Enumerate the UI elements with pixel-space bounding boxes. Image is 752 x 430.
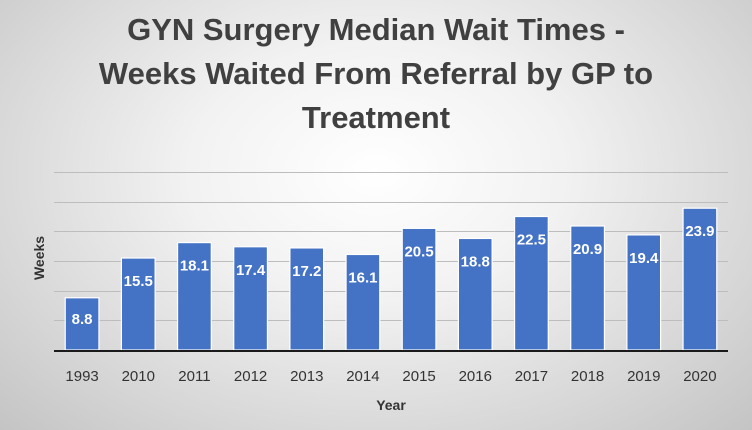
chart-title: GYN Surgery Median Wait Times - Weeks Wa… <box>0 8 752 140</box>
x-tick-2013: 2013 <box>290 368 323 385</box>
bar-2010 <box>120 257 156 351</box>
data-label-2013: 17.2 <box>292 263 321 280</box>
chart-title-line-2: Weeks Waited From Referral by GP to <box>98 56 654 91</box>
data-label-2020: 23.9 <box>685 223 714 240</box>
bar-2017 <box>513 215 549 351</box>
bars <box>64 207 718 351</box>
bar-2011 <box>176 242 212 351</box>
x-tick-2014: 2014 <box>346 368 379 385</box>
x-axis-title: Year <box>376 397 406 413</box>
bar-2020 <box>682 207 718 351</box>
data-label-2017: 22.5 <box>517 232 546 249</box>
x-tick-2010: 2010 <box>122 368 155 385</box>
bar-2013 <box>289 247 325 351</box>
x-tick-2016: 2016 <box>459 368 492 385</box>
x-tick-1993: 1993 <box>65 368 98 385</box>
bar-2018 <box>570 225 606 351</box>
chart-title-line-1: GYN Surgery Median Wait Times - <box>127 12 625 47</box>
x-tick-2020: 2020 <box>683 368 716 385</box>
data-label-2014: 16.1 <box>348 269 377 286</box>
x-tick-2019: 2019 <box>627 368 660 385</box>
data-label-2011: 18.1 <box>180 258 209 275</box>
gridlines <box>54 172 728 321</box>
data-label-2015: 20.5 <box>404 243 433 260</box>
data-label-1993: 8.8 <box>72 311 93 328</box>
bar-1993 <box>64 297 100 351</box>
data-label-2010: 15.5 <box>124 273 153 290</box>
data-label-2012: 17.4 <box>236 262 266 279</box>
y-axis-title: Weeks <box>31 236 47 280</box>
data-label-2016: 18.8 <box>461 253 490 270</box>
data-label-2019: 19.4 <box>629 250 659 267</box>
chart-title-line-3: Treatment <box>301 100 451 135</box>
x-tick-2018: 2018 <box>571 368 604 385</box>
bar-2012 <box>233 246 269 351</box>
x-tick-2017: 2017 <box>515 368 548 385</box>
data-label-2018: 20.9 <box>573 241 602 258</box>
x-tick-2015: 2015 <box>402 368 435 385</box>
x-tick-labels: 1993 2010 2011 2012 2013 2014 2015 2016 2017 2018… <box>65 368 716 385</box>
x-tick-2012: 2012 <box>234 368 267 385</box>
data-labels: 8.8 15.5 18.1 17.4 17.2 16.1 20.5 18.8 22.5 20.9 1… <box>72 223 715 328</box>
bar-2019 <box>626 234 662 351</box>
x-tick-2011: 2011 <box>178 368 210 385</box>
